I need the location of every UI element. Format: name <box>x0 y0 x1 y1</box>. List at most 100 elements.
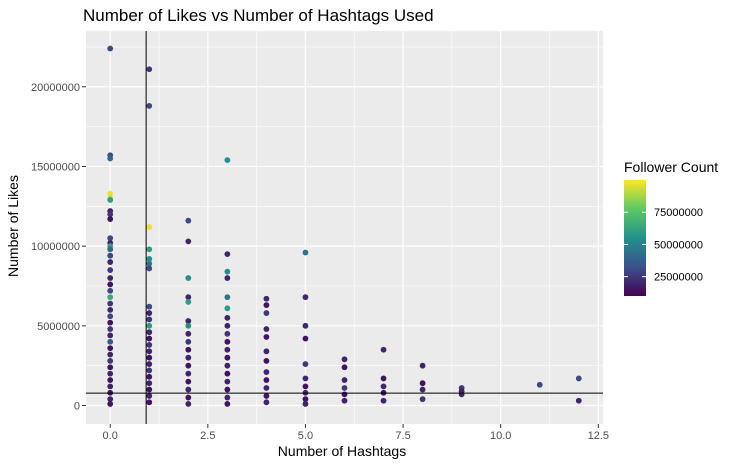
data-point <box>185 318 192 324</box>
data-point <box>185 362 192 369</box>
data-point <box>419 380 426 387</box>
data-point <box>146 386 153 393</box>
data-point <box>146 103 153 109</box>
data-point <box>263 393 270 399</box>
data-point <box>263 348 270 355</box>
data-points <box>107 45 582 407</box>
legend-tick-label: 50000000 <box>654 239 703 251</box>
data-point <box>146 367 153 374</box>
data-point <box>107 370 114 377</box>
data-point <box>380 397 387 404</box>
data-point <box>107 319 114 326</box>
data-point <box>107 190 114 197</box>
x-axis: 0.0 2.5 5.0 7.5 10.0 12.5 <box>103 424 609 442</box>
y-tick-label: 10000000 <box>31 241 80 253</box>
data-point <box>185 338 192 345</box>
data-point <box>263 357 270 364</box>
data-point <box>419 396 426 403</box>
data-point <box>146 354 153 361</box>
data-point <box>107 332 114 339</box>
data-point <box>107 313 114 320</box>
y-tick-label: 5000000 <box>37 321 80 333</box>
data-point <box>146 310 153 316</box>
data-point <box>185 401 192 407</box>
data-point <box>341 385 348 391</box>
data-point <box>107 326 114 332</box>
legend: Follower Count 25000000 50000000 75000000 <box>624 159 718 296</box>
data-point <box>146 342 153 348</box>
data-point <box>146 303 153 310</box>
data-point <box>185 354 192 361</box>
colorbar <box>624 180 646 296</box>
data-point <box>107 155 114 162</box>
legend-tick-label: 25000000 <box>654 272 703 284</box>
data-point <box>224 354 231 361</box>
data-point <box>263 369 270 375</box>
data-point <box>263 302 270 309</box>
data-point <box>146 255 153 262</box>
data-point <box>341 397 348 404</box>
y-axis: 0 5000000 10000000 15000000 20000000 <box>31 82 86 413</box>
data-point <box>107 383 114 390</box>
data-point <box>575 397 582 404</box>
data-point <box>263 399 270 406</box>
data-point <box>146 399 153 406</box>
data-point <box>302 396 309 403</box>
data-point <box>224 338 231 345</box>
data-point <box>107 300 114 307</box>
legend-tick-label: 75000000 <box>654 207 703 219</box>
data-point <box>107 45 114 52</box>
data-point <box>107 396 114 403</box>
data-point <box>107 338 114 345</box>
data-point <box>536 381 543 388</box>
data-point <box>224 305 231 312</box>
data-point <box>185 294 192 301</box>
data-point <box>107 252 114 259</box>
data-point <box>107 235 114 242</box>
data-point <box>263 326 270 332</box>
data-point <box>302 401 309 407</box>
data-point <box>419 362 426 369</box>
data-point <box>302 249 309 256</box>
data-point <box>185 238 192 245</box>
data-point <box>107 377 114 383</box>
data-point <box>302 294 309 301</box>
data-point <box>224 378 231 385</box>
data-point <box>380 383 387 390</box>
data-point <box>185 299 192 305</box>
x-tick-label: 5.0 <box>298 430 313 442</box>
data-point <box>185 275 192 281</box>
data-point <box>302 383 309 390</box>
data-point <box>185 378 192 385</box>
data-point <box>263 334 270 340</box>
data-point <box>107 267 114 273</box>
data-point <box>146 329 153 336</box>
data-point <box>224 346 231 353</box>
data-point <box>107 287 114 294</box>
data-point <box>224 322 231 329</box>
legend-ticks: 25000000 50000000 75000000 <box>624 207 703 284</box>
x-tick-label: 12.5 <box>588 430 609 442</box>
y-tick-label: 15000000 <box>31 161 80 173</box>
data-point <box>224 370 231 377</box>
data-point <box>185 370 192 377</box>
data-point <box>419 386 426 393</box>
x-tick-label: 2.5 <box>200 430 215 442</box>
data-point <box>146 393 153 399</box>
data-point <box>107 216 114 222</box>
data-point <box>263 295 270 302</box>
y-axis-title: Number of Likes <box>5 175 21 277</box>
data-point <box>107 351 114 358</box>
data-point <box>107 197 114 203</box>
data-point <box>146 348 153 355</box>
data-point <box>224 362 231 369</box>
data-point <box>146 373 153 380</box>
data-point <box>380 375 387 382</box>
data-point <box>146 335 153 342</box>
data-point <box>224 294 231 301</box>
data-point <box>185 394 192 401</box>
data-point <box>575 375 582 382</box>
data-point <box>107 246 114 253</box>
data-point <box>185 346 192 353</box>
